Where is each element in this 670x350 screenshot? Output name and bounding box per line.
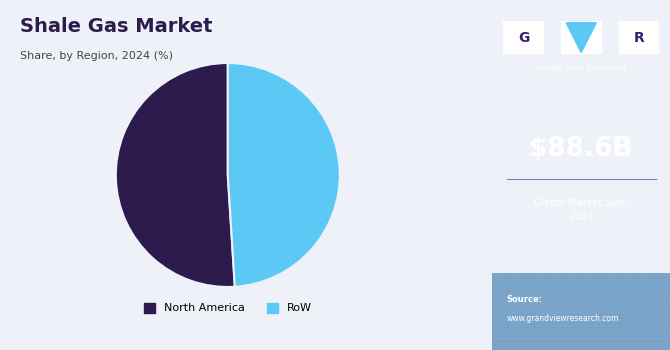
Text: $88.6B: $88.6B xyxy=(529,136,633,162)
Legend: North America, RoW: North America, RoW xyxy=(139,298,316,318)
Wedge shape xyxy=(116,63,234,287)
Text: R: R xyxy=(634,31,645,44)
Text: Shale Gas Market: Shale Gas Market xyxy=(19,18,212,36)
Text: Global Market Size,
2024: Global Market Size, 2024 xyxy=(534,198,628,222)
Text: GRAND VIEW RESEARCH: GRAND VIEW RESEARCH xyxy=(537,65,626,71)
Wedge shape xyxy=(228,63,340,287)
Text: G: G xyxy=(518,31,529,44)
Text: Source:: Source: xyxy=(507,295,543,304)
Text: Share, by Region, 2024 (%): Share, by Region, 2024 (%) xyxy=(19,51,173,61)
FancyBboxPatch shape xyxy=(561,21,602,54)
FancyBboxPatch shape xyxy=(503,21,544,54)
Polygon shape xyxy=(566,23,596,52)
FancyBboxPatch shape xyxy=(618,21,659,54)
Text: www.grandviewresearch.com: www.grandviewresearch.com xyxy=(507,314,619,323)
FancyBboxPatch shape xyxy=(492,273,670,350)
